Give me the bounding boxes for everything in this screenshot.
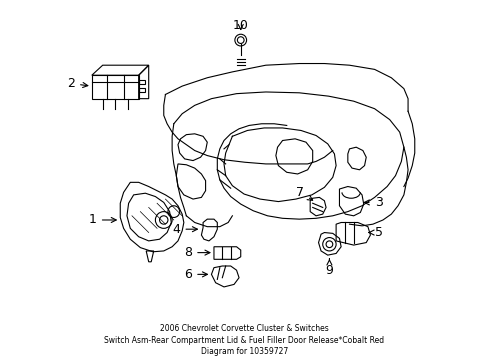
Text: 4: 4 <box>172 223 197 236</box>
Text: 6: 6 <box>184 268 207 281</box>
Text: 9: 9 <box>325 259 333 277</box>
Text: 5: 5 <box>368 226 382 239</box>
Text: 3: 3 <box>364 196 382 209</box>
Text: 1: 1 <box>89 213 116 226</box>
Text: 8: 8 <box>184 246 209 259</box>
Text: 2006 Chevrolet Corvette Cluster & Switches
Switch Asm-Rear Compartment Lid & Fue: 2006 Chevrolet Corvette Cluster & Switch… <box>104 324 384 356</box>
Text: 2: 2 <box>67 77 88 90</box>
Text: 7: 7 <box>296 186 312 200</box>
Text: 10: 10 <box>232 19 248 32</box>
